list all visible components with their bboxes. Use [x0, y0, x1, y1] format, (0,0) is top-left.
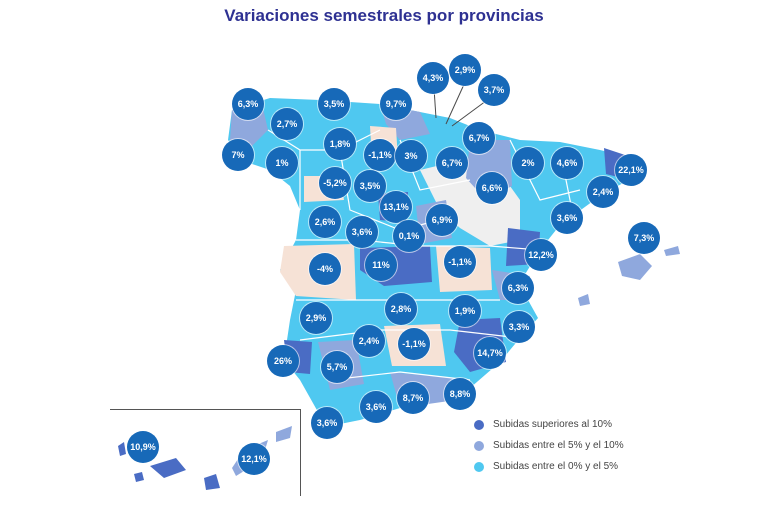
canary-islands-frame: [110, 409, 301, 496]
province-value-bubble: 6,3%: [232, 88, 264, 120]
province-value-bubble: 6,7%: [463, 122, 495, 154]
legend: Subidas superiores al 10% Subidas entre …: [474, 414, 624, 477]
canary-gomera: [134, 472, 144, 482]
province-value-bubble: 12,2%: [525, 239, 557, 271]
legend-label: Subidas entre el 5% y el 10%: [493, 440, 624, 451]
province-value-bubble: 26%: [267, 345, 299, 377]
balearic-mallorca: [618, 254, 652, 280]
province-value-bubble: 4,3%: [417, 62, 449, 94]
province-value-bubble: 6,9%: [426, 204, 458, 236]
province-value-bubble: 10,9%: [127, 431, 159, 463]
province-value-bubble: 2,4%: [587, 176, 619, 208]
province-value-bubble: 2,7%: [271, 108, 303, 140]
province-value-bubble: 2,9%: [300, 302, 332, 334]
province-value-bubble: 6,6%: [476, 172, 508, 204]
province-value-bubble: 6,3%: [502, 272, 534, 304]
province-value-bubble: -1,1%: [364, 139, 396, 171]
province-value-bubble: 3,7%: [478, 74, 510, 106]
legend-dot-icon: [474, 440, 484, 451]
province-value-bubble: 1,8%: [324, 128, 356, 160]
province-value-bubble: 2,4%: [353, 325, 385, 357]
canary-gran-canaria: [204, 474, 220, 490]
province-value-bubble: 0,1%: [393, 220, 425, 252]
legend-dot-icon: [474, 461, 484, 472]
province-value-bubble: 11%: [365, 249, 397, 281]
province-value-bubble: 3%: [395, 140, 427, 172]
map-title: Variaciones semestrales por provincias: [224, 6, 544, 25]
province-value-bubble: -4%: [309, 253, 341, 285]
province-value-bubble: 3,5%: [354, 170, 386, 202]
province-value-bubble: 7%: [222, 139, 254, 171]
province-value-bubble: -5,2%: [319, 167, 351, 199]
province-value-bubble: 8,7%: [397, 382, 429, 414]
province-value-bubble: 2,6%: [309, 206, 341, 238]
province-value-bubble: 2,8%: [385, 293, 417, 325]
province-value-bubble: 3,6%: [360, 391, 392, 423]
province-value-bubble: 7,3%: [628, 222, 660, 254]
legend-label: Subidas superiores al 10%: [493, 419, 612, 430]
province-value-bubble: 8,8%: [444, 378, 476, 410]
province-value-bubble: 12,1%: [238, 443, 270, 475]
province-value-bubble: 2%: [512, 147, 544, 179]
province-value-bubble: 22,1%: [615, 154, 647, 186]
province-value-bubble: 14,7%: [474, 337, 506, 369]
province-value-bubble: 3,5%: [318, 88, 350, 120]
province-value-bubble: 9,7%: [380, 88, 412, 120]
province-value-bubble: 3,6%: [551, 202, 583, 234]
province-value-bubble: 1%: [266, 147, 298, 179]
canary-tenerife: [150, 458, 186, 478]
province-value-bubble: 4,6%: [551, 147, 583, 179]
province-value-bubble: -1,1%: [444, 246, 476, 278]
province-value-bubble: 1,9%: [449, 295, 481, 327]
province-value-bubble: -1,1%: [398, 328, 430, 360]
legend-item: Subidas entre el 0% y el 5%: [474, 456, 624, 477]
legend-label: Subidas entre el 0% y el 5%: [493, 461, 619, 472]
balearic-ibiza: [578, 294, 590, 306]
province-value-bubble: 2,9%: [449, 54, 481, 86]
province-value-bubble: 5,7%: [321, 351, 353, 383]
canary-lanzarote: [276, 426, 292, 442]
province-value-bubble: 3,6%: [311, 407, 343, 439]
balearic-menorca: [664, 246, 680, 256]
canary-la-palma: [118, 442, 126, 456]
province-value-bubble: 6,7%: [436, 147, 468, 179]
legend-dot-icon: [474, 419, 484, 430]
province-value-bubble: 3,3%: [503, 311, 535, 343]
province-value-bubble: 3,6%: [346, 216, 378, 248]
legend-item: Subidas superiores al 10%: [474, 414, 624, 435]
legend-item: Subidas entre el 5% y el 10%: [474, 435, 624, 456]
province-value-bubble: 13,1%: [380, 191, 412, 223]
